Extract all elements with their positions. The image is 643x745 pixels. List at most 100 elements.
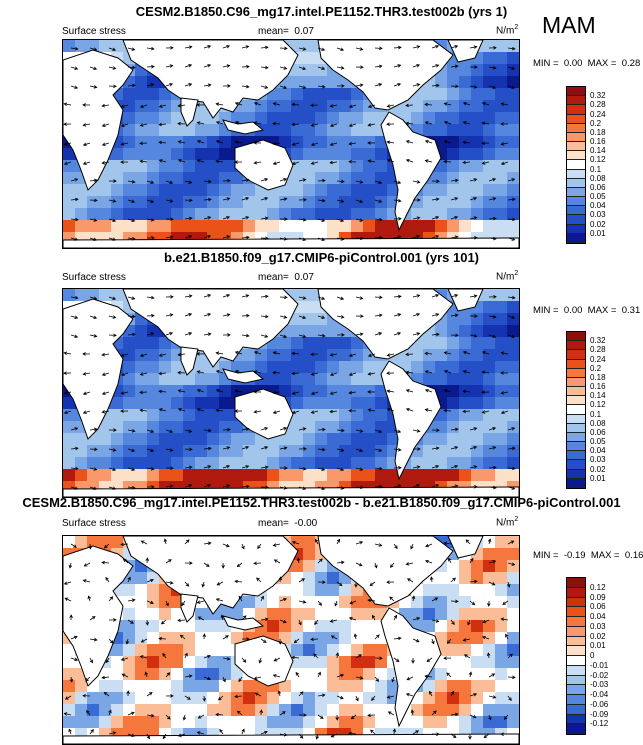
- panel-2-variable: Surface stress: [62, 272, 126, 283]
- colorbar-tick-label: 0.05: [590, 437, 606, 446]
- colorbar-tick-label: 0.06: [590, 183, 606, 192]
- colorbar-tick-label: 0.16: [590, 382, 606, 391]
- colorbar-swatch: [567, 578, 585, 588]
- colorbar-tick-label: 0.18: [590, 373, 606, 382]
- colorbar-tick-label: 0.05: [590, 192, 606, 201]
- panel-2-title: b.e21.B1850.f09_g17.CMIP6-piControl.001 …: [0, 250, 643, 265]
- colorbar-tick-label: -0.02: [590, 671, 608, 680]
- colorbar-tick-label: 0: [590, 651, 594, 660]
- colorbar-tick-label: 0.12: [590, 583, 606, 592]
- colorbar-swatch: [567, 396, 585, 405]
- colorbar-swatch: [567, 332, 585, 341]
- colorbar-swatch: [567, 142, 585, 151]
- colorbar-swatch: [567, 588, 585, 598]
- stress-field: [63, 289, 519, 497]
- panel-1-mean: mean= 0.07: [258, 26, 314, 37]
- colorbar-swatch: [567, 96, 585, 105]
- colorbar-tick-label: 0.28: [590, 100, 606, 109]
- stress-field: [63, 40, 519, 248]
- colorbar-tick-label: 0.04: [590, 612, 606, 621]
- colorbar-tick-label: 0.03: [590, 210, 606, 219]
- colorbar-tick-label: -0.03: [590, 680, 608, 689]
- panel-3-map: [62, 535, 520, 745]
- panel-3-colorbar: [566, 577, 586, 735]
- colorbar-tick-label: 0.01: [590, 474, 606, 483]
- colorbar-swatch: [567, 433, 585, 442]
- colorbar-swatch: [567, 350, 585, 359]
- stress-field: [63, 536, 519, 744]
- panel-1-colorbar: [566, 86, 586, 244]
- colorbar-swatch: [567, 646, 585, 656]
- colorbar-tick-label: 0.16: [590, 137, 606, 146]
- colorbar-tick-label: 0.12: [590, 400, 606, 409]
- panel-2-mean: mean= 0.07: [258, 272, 314, 283]
- colorbar-tick-label: 0.1: [590, 165, 601, 174]
- colorbar-swatch: [567, 360, 585, 369]
- colorbar-swatch: [567, 369, 585, 378]
- colorbar-tick-label: 0.03: [590, 455, 606, 464]
- colorbar-swatch: [567, 695, 585, 705]
- colorbar-tick-label: 0.01: [590, 641, 606, 650]
- colorbar-tick-label: -0.12: [590, 719, 608, 728]
- colorbar-swatch: [567, 215, 585, 224]
- colorbar-tick-label: 0.32: [590, 91, 606, 100]
- colorbar-swatch: [567, 666, 585, 676]
- panel-3-units: N/m2: [496, 516, 518, 528]
- colorbar-swatch: [567, 617, 585, 627]
- colorbar-tick-label: -0.01: [590, 661, 608, 670]
- colorbar-swatch: [567, 124, 585, 133]
- colorbar-swatch: [567, 656, 585, 666]
- colorbar-tick-label: 0.02: [590, 465, 606, 474]
- colorbar-swatch: [567, 160, 585, 169]
- panel-2-map: [62, 288, 520, 498]
- colorbar-swatch: [567, 460, 585, 469]
- panel-2-minmax: MIN = 0.00 MAX = 0.31: [533, 305, 640, 316]
- colorbar-swatch: [567, 115, 585, 124]
- colorbar-swatch: [567, 598, 585, 608]
- colorbar-tick-label: 0.18: [590, 128, 606, 137]
- colorbar-swatch: [567, 442, 585, 451]
- panel-1-title: CESM2.B1850.C96_mg17.intel.PE1152.THR3.t…: [0, 4, 643, 19]
- colorbar-tick-label: 0.28: [590, 345, 606, 354]
- colorbar-swatch: [567, 206, 585, 215]
- colorbar-tick-label: 0.09: [590, 593, 606, 602]
- colorbar-swatch: [567, 105, 585, 114]
- panel-1-map: [62, 39, 520, 249]
- colorbar-tick-label: 0.2: [590, 364, 601, 373]
- colorbar-swatch: [567, 87, 585, 96]
- colorbar-tick-label: 0.06: [590, 428, 606, 437]
- colorbar-tick-label: 0.32: [590, 336, 606, 345]
- colorbar-swatch: [567, 470, 585, 479]
- panel-1-minmax: MIN = 0.00 MAX = 0.28: [533, 58, 640, 69]
- colorbar-tick-label: 0.14: [590, 146, 606, 155]
- colorbar-swatch: [567, 607, 585, 617]
- colorbar-swatch: [567, 197, 585, 206]
- colorbar-tick-label: 0.08: [590, 174, 606, 183]
- colorbar-tick-label: 0.02: [590, 632, 606, 641]
- colorbar-swatch: [567, 415, 585, 424]
- colorbar-swatch: [567, 341, 585, 350]
- colorbar-tick-label: 0.2: [590, 119, 601, 128]
- colorbar-tick-label: 0.24: [590, 355, 606, 364]
- panel-2-units: N/m2: [496, 270, 518, 282]
- colorbar-swatch: [567, 724, 585, 734]
- panel-3-minmax: MIN = -0.19 MAX = 0.16: [533, 550, 643, 561]
- colorbar-swatch: [567, 715, 585, 725]
- colorbar-swatch: [567, 151, 585, 160]
- colorbar-tick-label: 0.03: [590, 622, 606, 631]
- colorbar-swatch: [567, 387, 585, 396]
- colorbar-swatch: [567, 676, 585, 686]
- colorbar-tick-label: 0.04: [590, 201, 606, 210]
- colorbar-tick-label: 0.14: [590, 391, 606, 400]
- colorbar-tick-label: 0.12: [590, 155, 606, 164]
- colorbar-tick-label: 0.24: [590, 110, 606, 119]
- panel-2-colorbar: [566, 331, 586, 489]
- colorbar-swatch: [567, 627, 585, 637]
- panel-1-variable: Surface stress: [62, 26, 126, 37]
- colorbar-swatch: [567, 685, 585, 695]
- panel-1-units: N/m2: [496, 24, 518, 36]
- panel-3-variable: Surface stress: [62, 518, 126, 529]
- colorbar-swatch: [567, 479, 585, 488]
- colorbar-swatch: [567, 133, 585, 142]
- colorbar-swatch: [567, 234, 585, 243]
